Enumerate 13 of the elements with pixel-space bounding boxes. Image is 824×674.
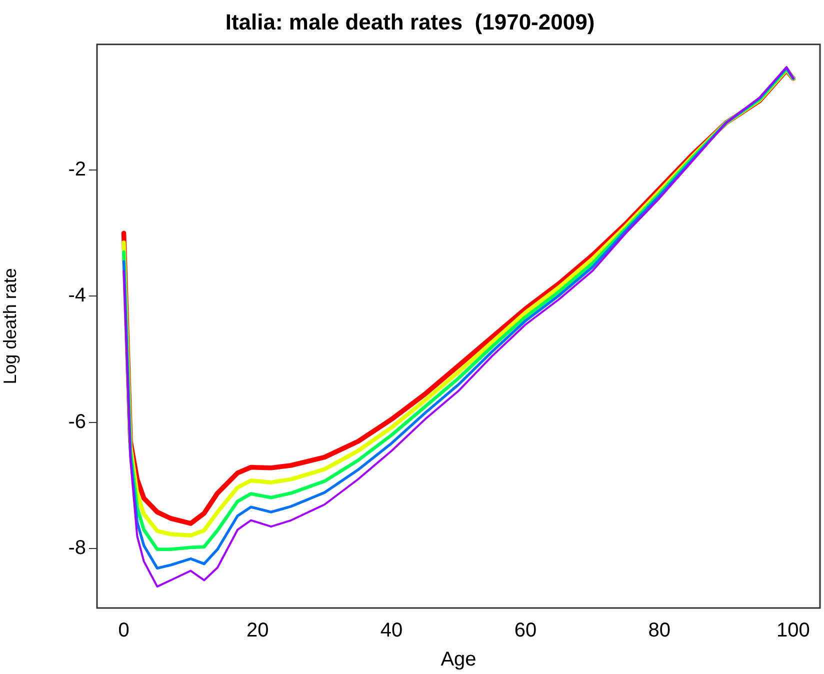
x-tick-label: 60	[514, 620, 537, 642]
y-tick-label: -4	[68, 284, 86, 307]
x-tick-label: 20	[246, 620, 269, 642]
x-tick-label: 40	[380, 620, 403, 642]
x-tick-label: 0	[118, 620, 130, 642]
y-tick-label: -6	[68, 410, 86, 433]
y-axis-title: Log death rate	[0, 268, 20, 384]
y-tick-label: -2	[68, 158, 86, 181]
chart-title: Italia: male death rates (1970-2009)	[225, 9, 595, 34]
x-tick-label: 80	[648, 620, 670, 642]
x-axis-title: Age	[440, 648, 476, 671]
y-tick-label: -8	[68, 537, 86, 560]
x-tick-label: 100	[776, 620, 810, 642]
